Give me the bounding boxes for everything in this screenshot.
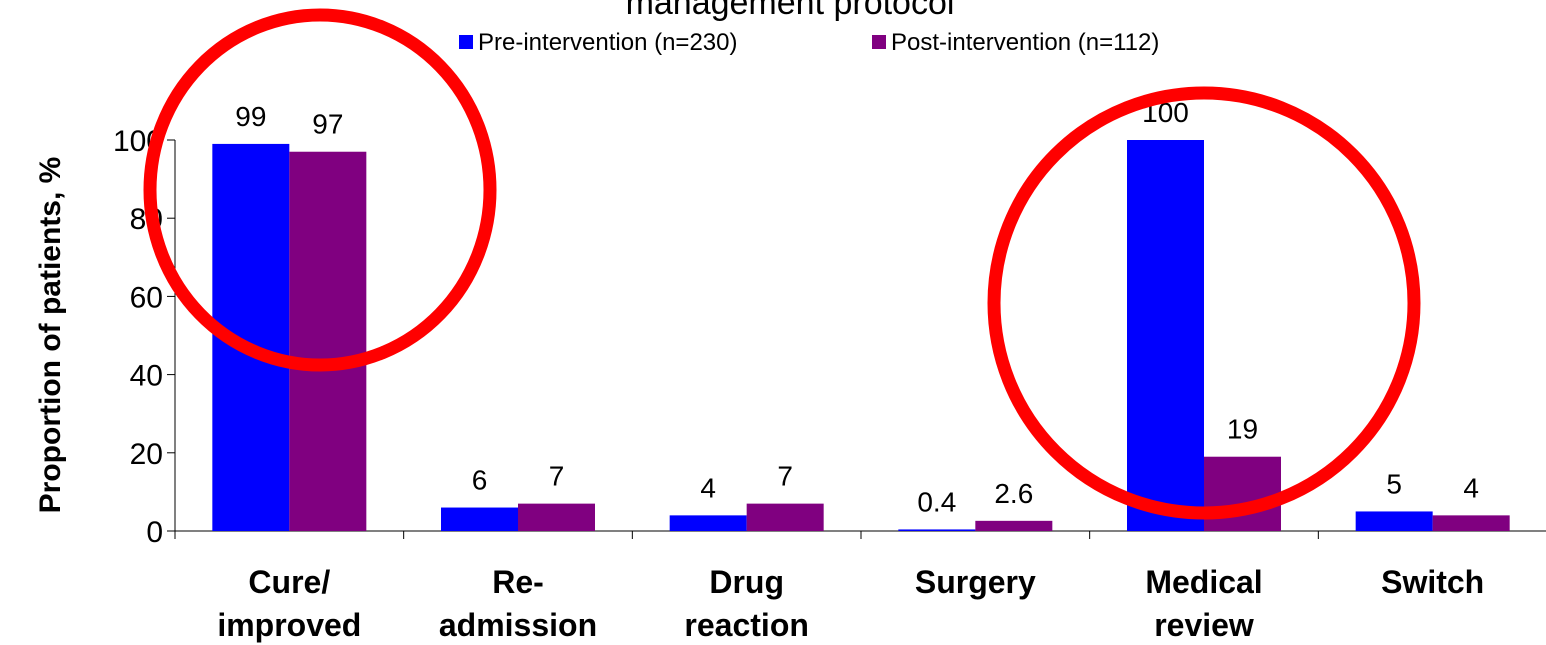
data-label-pre-3: 0.4: [917, 486, 956, 517]
y-tick-label: 20: [130, 438, 163, 471]
title-layer: management protocol: [626, 0, 955, 22]
data-label-pre-0: 99: [235, 101, 266, 132]
x-category-label: Re-admission: [439, 564, 597, 643]
x-category-label-line: Re-: [492, 564, 544, 600]
bar-pre-2: [669, 515, 747, 531]
legend-label-post: Post-intervention (n=112): [891, 29, 1159, 56]
bar-pre-1: [441, 507, 518, 531]
legend-swatch-post: [872, 35, 886, 49]
bar-pre-3: [898, 529, 976, 531]
data-label-post-5: 4: [1463, 472, 1479, 503]
bar-post-2: [746, 503, 824, 531]
bar-pre-4: [1127, 140, 1204, 531]
x-category-label-line: Surgery: [915, 564, 1036, 600]
labels-layer: 99 97 Cure/improved 6 7 Re-admission 4 7 Drug rea…: [217, 97, 1484, 643]
x-category-label-line: admission: [439, 607, 597, 643]
legend-swatch-pre: [459, 35, 473, 49]
legend-label-pre: Pre-intervention (n=230): [478, 29, 737, 56]
x-category-label-line: Switch: [1381, 564, 1484, 600]
x-category-label-line: Medical: [1145, 564, 1262, 600]
x-category-label: Medical review: [1145, 564, 1262, 643]
bar-pre-5: [1355, 511, 1433, 531]
y-tick-label: 0: [146, 516, 163, 549]
bar-post-4: [1204, 456, 1281, 531]
x-category-label: Cure/improved: [217, 564, 361, 643]
data-label-pre-5: 5: [1386, 468, 1402, 499]
data-label-post-0: 97: [312, 109, 343, 140]
x-category-label: Drug reaction: [684, 564, 808, 643]
data-label-post-3: 2.6: [994, 478, 1033, 509]
x-category-label-line: Drug: [709, 564, 784, 600]
highlight-circle-1: [987, 86, 1421, 520]
x-category-label-line: Cure/: [248, 564, 330, 600]
data-label-post-2: 7: [777, 461, 793, 492]
bar-post-0: [289, 151, 367, 532]
data-label-pre-2: 4: [700, 472, 716, 503]
x-category-label-line: reaction: [684, 607, 808, 643]
bar-post-1: [518, 503, 595, 531]
x-category-label-line: review: [1154, 607, 1254, 643]
data-label-pre-1: 6: [472, 465, 488, 496]
annotations-layer: [143, 8, 1421, 520]
highlight-circle-0: [143, 8, 497, 372]
x-category-label: Surgery: [915, 564, 1036, 600]
bar-post-3: [975, 520, 1053, 531]
data-label-post-4: 19: [1227, 414, 1258, 445]
y-tick-label: 40: [130, 360, 163, 393]
y-tick-label: 60: [130, 281, 163, 314]
x-category-label-line: improved: [217, 607, 361, 643]
x-category-label: Switch: [1381, 564, 1484, 600]
bar-post-5: [1432, 515, 1510, 531]
bars-layer: [212, 140, 1510, 532]
legend-layer: Pre-intervention (n=230) Post-interventio…: [459, 29, 1159, 56]
chart-title: management protocol: [626, 0, 955, 22]
y-axis-title: Proportion of patients, %: [34, 157, 67, 514]
data-label-post-1: 7: [549, 461, 565, 492]
